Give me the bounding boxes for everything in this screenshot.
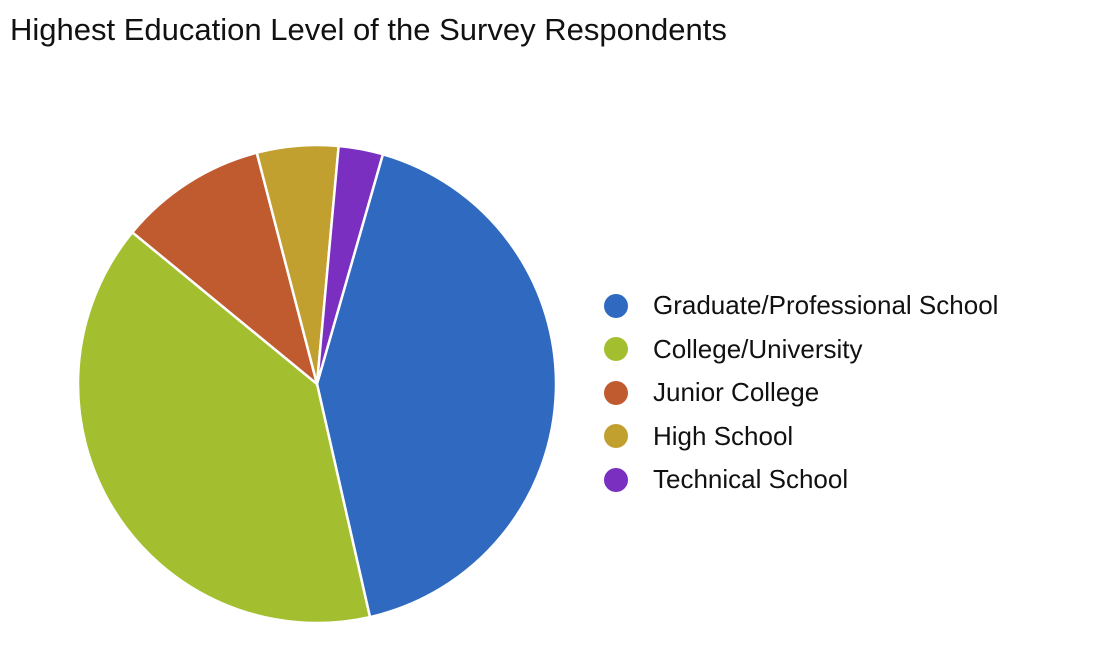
legend-item-college-university: College/University [604,328,998,372]
legend-swatch [604,293,628,318]
legend-label: Technical School [653,464,849,495]
pie-slice-graduate-professional-school [315,153,558,619]
legend-swatch [604,467,628,492]
pie-slice-college-university [76,231,372,625]
chart-title: Highest Education Level of the Survey Re… [10,12,727,47]
legend-label: College/University [653,333,863,364]
legend-swatch [604,380,628,405]
legend-item-graduate-professional-school: Graduate/Professional School [604,284,998,328]
legend-swatch [604,337,628,362]
legend-item-high-school: High School [604,415,998,459]
legend-label: Junior College [653,377,820,408]
pie-slice-technical-school [315,144,385,386]
legend-label: Graduate/Professional School [653,290,999,321]
legend-item-technical-school: Technical School [604,458,998,502]
legend-label: High School [653,420,794,451]
legend-swatch [604,424,628,449]
legend-item-junior-college: Junior College [604,371,998,415]
chart-legend: Graduate/Professional School College/Uni… [604,284,998,502]
